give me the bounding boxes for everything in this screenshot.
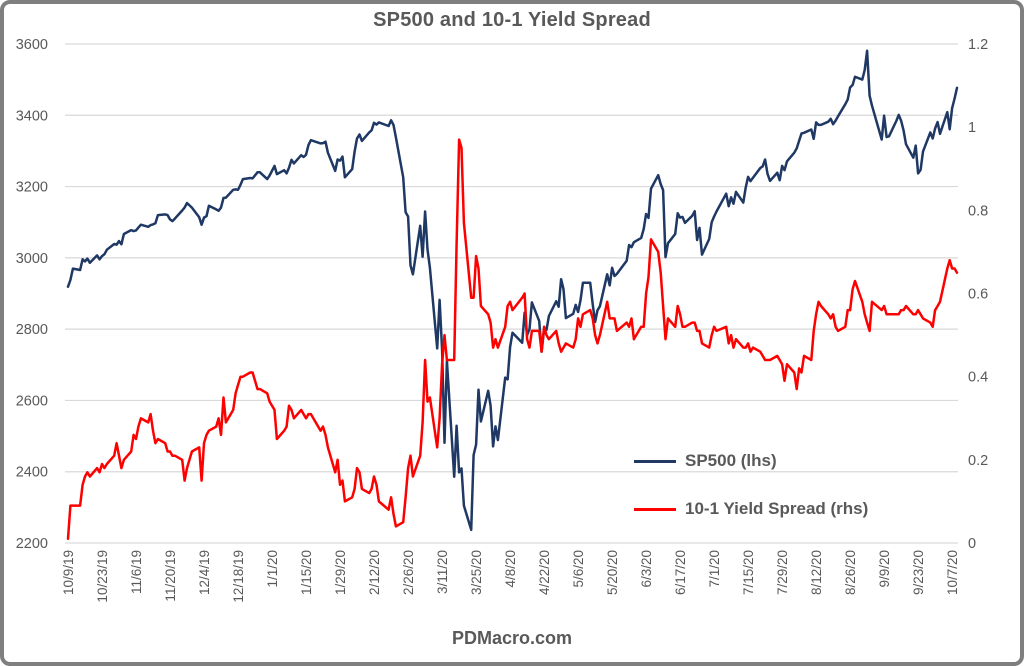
x-axis-tick-label: 12/18/19 (231, 550, 246, 603)
x-axis-tick-label: 9/23/20 (911, 550, 926, 595)
yield-spread-series-line (66, 138, 959, 541)
right-axis-tick-label: 0 (968, 536, 976, 552)
chart-title: SP500 and 10-1 Yield Spread (373, 9, 651, 31)
x-axis-tick-label: 4/8/20 (503, 550, 518, 588)
right-axis-tick-label: 0.2 (968, 453, 988, 469)
right-axis-tick-label: 0.8 (968, 203, 988, 219)
x-axis-tick-label: 3/11/20 (435, 550, 450, 594)
legend-item-sp500: SP500 (lhs) (634, 450, 777, 472)
x-axis-tick-label: 6/17/20 (673, 550, 688, 595)
x-axis-tick-label: 9/9/20 (877, 550, 892, 588)
left-axis-tick-label: 2800 (16, 322, 48, 338)
x-axis-tick-label: 5/20/20 (605, 550, 620, 595)
left-axis-tick-label: 3600 (16, 37, 48, 53)
left-axis-tick-label: 2600 (16, 393, 48, 409)
right-axis-tick-label: 0.4 (968, 370, 988, 386)
left-axis-tick-label: 3400 (16, 108, 48, 124)
x-axis-tick-label: 5/6/20 (571, 550, 586, 588)
x-axis-tick-label: 8/26/20 (843, 550, 858, 595)
yield-spread-line-swatch-icon (634, 507, 676, 511)
x-axis-labels: 10/9/19 10/23/19 11/6/19 11/20/19 12/4/19 12/… (61, 550, 960, 603)
x-axis-tick-label: 3/25/20 (469, 550, 484, 595)
right-axis-labels: 1.2 1 0.8 0.6 0.4 0.2 0 (968, 37, 988, 552)
x-axis-tick-label: 10/9/19 (61, 550, 76, 595)
x-axis-tick-label: 8/12/20 (809, 550, 824, 595)
legend-label-yield-spread: 10-1 Yield Spread (rhs) (685, 499, 869, 518)
right-axis-tick-label: 0.6 (968, 287, 988, 303)
sp500-series-line (66, 49, 959, 532)
x-axis-tick-label: 2/12/20 (367, 550, 382, 595)
x-axis-tick-label: 7/15/20 (741, 550, 756, 595)
sp500-line-swatch-icon (634, 459, 676, 463)
left-axis-tick-label: 2200 (16, 536, 48, 552)
x-axis-tick-label: 1/29/20 (333, 550, 348, 595)
legend-label-sp500: SP500 (lhs) (685, 451, 777, 470)
x-axis-tick-label: 7/1/20 (707, 550, 722, 588)
footer-brand: PDMacro.com (451, 628, 573, 648)
x-axis-tick-label: 2/26/20 (401, 550, 416, 595)
x-axis-tick-label: 4/22/20 (537, 550, 552, 595)
chart-plot: 3600 3400 3200 3000 2800 2600 2400 2200 1.2 1 0.8 0… (16, 37, 988, 603)
x-axis-tick-label: 10/7/20 (945, 550, 960, 595)
x-axis-tick-label: 1/1/20 (265, 550, 280, 588)
x-axis-tick-label: 7/29/20 (775, 550, 790, 595)
x-axis-tick-label: 11/6/19 (129, 550, 144, 594)
left-axis-tick-label: 3000 (16, 251, 48, 267)
gridlines (65, 43, 958, 544)
x-axis-tick-label: 6/3/20 (639, 550, 654, 588)
x-axis-tick-label: 10/23/19 (95, 550, 110, 603)
x-axis-tick-label: 1/15/20 (299, 550, 314, 595)
left-axis-tick-label: 2400 (16, 465, 48, 481)
legend-item-yield-spread: 10-1 Yield Spread (rhs) (634, 498, 868, 520)
x-axis-tick-label: 11/20/19 (163, 550, 178, 602)
left-axis-labels: 3600 3400 3200 3000 2800 2600 2400 2200 (16, 37, 48, 552)
right-axis-tick-label: 1 (968, 120, 976, 136)
x-axis-tick-label: 12/4/19 (197, 550, 212, 595)
right-axis-tick-label: 1.2 (968, 37, 988, 53)
left-axis-tick-label: 3200 (16, 180, 48, 196)
